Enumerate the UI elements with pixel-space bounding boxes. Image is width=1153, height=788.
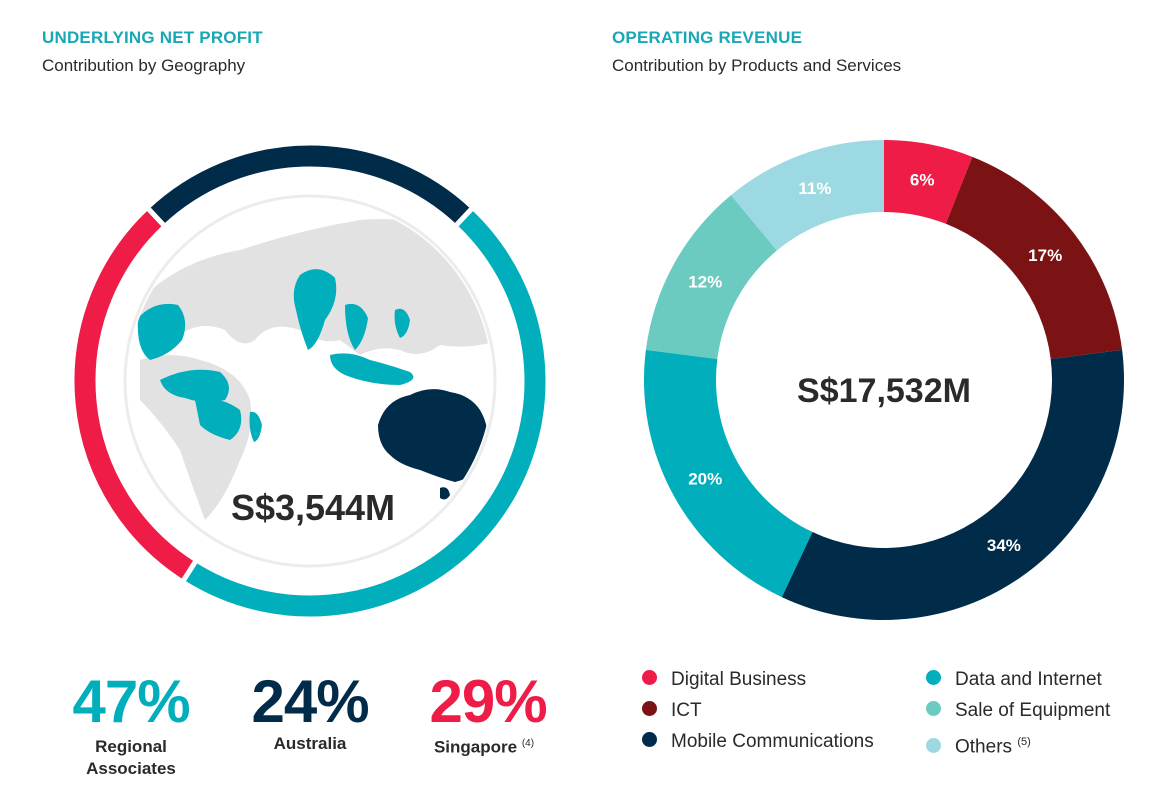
philippines-region xyxy=(394,308,410,338)
stat-regional-label-line1: Regional xyxy=(95,737,167,756)
middle-east-region xyxy=(137,303,186,360)
legend-dot-data-internet xyxy=(926,670,941,686)
legend-item-digital-business: Digital Business xyxy=(642,668,806,692)
legend-label-ict: ICT xyxy=(671,700,702,721)
australia-region xyxy=(378,389,488,482)
legend-label-digital-business: Digital Business xyxy=(671,669,807,690)
stat-australia-pct: 24% xyxy=(251,668,369,735)
arc-mobile-communications xyxy=(781,349,1124,620)
left-panel-subtitle: Contribution by Geography xyxy=(42,56,246,75)
stat-singapore-label: Singapore (4) xyxy=(404,733,564,759)
legend-dot-mobile-communications xyxy=(642,732,657,748)
indonesia-region xyxy=(330,353,414,385)
world-map xyxy=(137,219,492,520)
revenue-total: S$17,532M xyxy=(797,372,971,410)
arc-digital-business xyxy=(884,140,973,224)
stat-regional-label-line2: Associates xyxy=(86,759,176,778)
right-panel-title: OPERATING REVENUE xyxy=(612,28,803,47)
products-data-labels: 6% 17% 34% 20% 12% 11% xyxy=(688,171,1062,555)
data-label-data-and-internet: 20% xyxy=(688,469,722,488)
arc-data-and-internet xyxy=(643,349,813,598)
arc-ict xyxy=(945,156,1123,359)
geography-donut-chart: S$3,544M xyxy=(69,140,551,622)
legend-others-footnote: (5) xyxy=(1017,736,1031,748)
data-label-digital-business: 6% xyxy=(910,171,935,190)
legend-dot-others xyxy=(926,737,941,753)
legend-dot-digital-business xyxy=(642,670,657,686)
geography-arcs xyxy=(69,140,551,622)
data-label-ict: 17% xyxy=(1028,246,1062,265)
legend-item-ict: ICT xyxy=(642,699,702,723)
left-panel-title: UNDERLYING NET PROFIT xyxy=(42,28,263,47)
stat-australia-label: Australia xyxy=(273,734,347,753)
legend-label-mobile-communications: Mobile Communications xyxy=(671,731,874,752)
legend-label-data-internet: Data and Internet xyxy=(955,669,1102,690)
stat-regional-label: Regional Associates xyxy=(51,736,211,780)
legend-label-sale-of-equipment: Sale of Equipment xyxy=(955,700,1111,721)
legend-dot-sale-of-equipment xyxy=(926,701,941,717)
data-label-mobile-communications: 34% xyxy=(987,536,1021,555)
stat-regional-pct: 47% xyxy=(72,668,190,735)
legend-item-sale-of-equipment: Sale of Equipment xyxy=(926,699,1110,723)
data-label-others: 11% xyxy=(798,179,831,198)
net-profit-total: S$3,544M xyxy=(231,487,395,528)
products-arcs xyxy=(643,140,1124,620)
thailand-region xyxy=(345,303,368,350)
stat-singapore-pct: 29% xyxy=(429,668,547,735)
data-label-sale-of-equipment: 12% xyxy=(688,273,722,292)
right-panel-subtitle: Contribution by Products and Services xyxy=(612,56,902,75)
legend-item-others: Others (5) xyxy=(926,730,1031,758)
india-region xyxy=(293,269,337,350)
tasmania-region xyxy=(440,487,450,500)
legend-label-others: Others xyxy=(955,736,1013,758)
africa-region-1 xyxy=(160,369,229,403)
madagascar xyxy=(249,411,262,442)
products-donut-chart: 6% 17% 34% 20% 12% 11% S$17,532M xyxy=(643,140,1124,620)
arc-sale-of-equipment xyxy=(645,195,777,359)
legend-item-mobile-communications: Mobile Communications xyxy=(642,730,874,754)
legend-item-data-internet: Data and Internet xyxy=(926,668,1102,692)
stat-singapore-footnote: (4) xyxy=(521,738,535,749)
legend-dot-ict xyxy=(642,701,657,717)
arc-others xyxy=(731,140,884,251)
arc-singapore xyxy=(69,203,200,586)
stat-singapore-label-text: Singapore xyxy=(433,737,518,757)
africa-region-2 xyxy=(195,398,242,440)
